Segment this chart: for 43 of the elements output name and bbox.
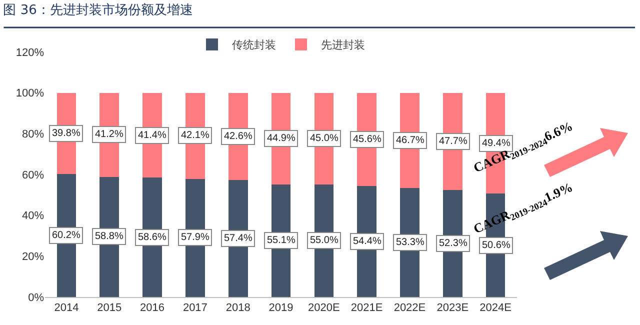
data-label: 42.6% bbox=[224, 131, 252, 142]
x-tick-label: 2023E bbox=[436, 302, 469, 314]
x-tick-label: 2019 bbox=[268, 302, 294, 314]
x-tick-label: 2018 bbox=[226, 302, 250, 314]
data-label: 45.0% bbox=[310, 133, 338, 144]
data-label: 57.9% bbox=[181, 232, 210, 243]
legend-label: 传统封装 bbox=[232, 38, 276, 52]
chart-title: 图 36：先进封装市场份额及增速 bbox=[3, 2, 193, 18]
legend-label: 先进封装 bbox=[321, 38, 365, 52]
x-tick-label: 2017 bbox=[182, 302, 208, 314]
data-label: 44.9% bbox=[267, 133, 296, 144]
data-label: 47.7% bbox=[439, 136, 468, 147]
data-label: 58.8% bbox=[95, 231, 124, 242]
x-tick-label: 2016 bbox=[140, 302, 165, 314]
y-tick-label: 40% bbox=[22, 210, 44, 222]
y-tick-label: 120% bbox=[16, 46, 44, 59]
data-label: 42.1% bbox=[181, 130, 210, 141]
x-tick-label: 2014 bbox=[54, 302, 79, 314]
data-label: 50.6% bbox=[482, 240, 510, 251]
data-label: 41.4% bbox=[138, 130, 166, 141]
data-label: 54.4% bbox=[353, 236, 382, 247]
data-label: 58.6% bbox=[138, 232, 166, 243]
y-tick-label: 80% bbox=[22, 128, 44, 141]
x-tick-label: 2021E bbox=[350, 302, 383, 314]
data-label: 41.2% bbox=[95, 129, 124, 140]
y-tick-label: 20% bbox=[22, 251, 44, 264]
data-label: 45.6% bbox=[353, 134, 382, 145]
data-label: 53.3% bbox=[396, 237, 424, 248]
data-label: 39.8% bbox=[52, 128, 80, 139]
x-tick-label: 2024E bbox=[480, 302, 512, 314]
data-label: 52.3% bbox=[439, 238, 468, 249]
data-label: 55.1% bbox=[267, 235, 296, 246]
x-tick-label: 2022E bbox=[394, 302, 426, 314]
data-label: 60.2% bbox=[52, 230, 80, 241]
y-tick-label: 0% bbox=[28, 292, 44, 304]
data-label: 46.7% bbox=[396, 135, 424, 146]
data-label: 55.0% bbox=[310, 235, 338, 246]
x-tick-label: 2015 bbox=[97, 302, 122, 314]
data-label: 49.4% bbox=[482, 138, 510, 149]
y-tick-label: 100% bbox=[16, 88, 44, 100]
data-label: 57.4% bbox=[224, 233, 252, 244]
x-tick-label: 2020E bbox=[308, 302, 340, 314]
y-tick-label: 60% bbox=[22, 169, 44, 182]
